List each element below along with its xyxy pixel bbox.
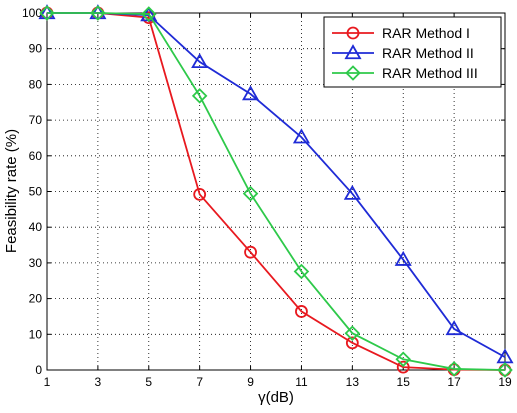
y-tick-label: 60 [29,149,43,163]
legend-entry: RAR Method III [332,65,478,81]
legend-label: RAR Method I [382,25,470,41]
data-point-triangle [191,53,209,69]
series-line [47,12,506,371]
data-point-diamond [141,6,157,22]
data-point-triangle [292,128,310,144]
legend-marker-circle [346,26,360,40]
legend-entry: RAR Method II [332,44,474,61]
data-point-diamond [395,351,411,368]
x-tick-label: 19 [498,375,512,389]
x-tick-label: 7 [196,375,203,389]
data-point-diamond [90,5,106,21]
data-point-diamond [293,263,310,280]
y-tick-label: 90 [29,42,43,56]
grid [47,13,505,370]
y-tick-label: 30 [29,256,43,270]
y-tick-label: 40 [29,220,43,234]
data-point-circle [345,336,359,350]
y-axis-label: Feasibility rate (%) [3,129,20,253]
data-point-diamond [39,5,55,21]
data-point-triangle [242,85,260,101]
series [38,4,514,378]
series-3 [39,5,513,378]
y-tick-label: 10 [29,327,43,341]
y-tick-label: 20 [29,292,43,306]
x-tick-label: 11 [295,375,308,389]
x-tick-label: 13 [346,375,360,389]
x-axis-ticks: 1 3 5 7 9 11 13 15 17 19 [44,13,512,389]
data-point-diamond [497,362,513,378]
y-tick-label: 80 [29,77,43,91]
x-tick-label: 5 [145,375,152,389]
legend-label: RAR Method II [382,45,474,61]
data-point-triangle [445,320,463,336]
data-point-diamond [191,88,208,104]
x-tick-label: 17 [447,375,461,389]
y-tick-label: 70 [29,113,43,127]
legend-entry: RAR Method I [332,25,470,41]
data-point-triangle [343,184,361,200]
legend: RAR Method I RAR Method II RAR Method III [323,16,502,88]
data-point-circle [396,360,410,374]
legend-marker-triangle [344,44,362,60]
legend-marker-diamond [345,65,361,81]
data-point-circle [193,187,207,201]
x-tick-label: 15 [397,375,411,389]
data-point-circle [244,245,257,259]
series-line [47,12,506,371]
x-tick-label: 1 [44,375,51,389]
x-axis-label: γ(dB) [258,389,294,406]
y-tick-label: 0 [35,363,42,377]
legend-label: RAR Method III [382,65,478,81]
x-tick-label: 3 [95,375,102,389]
y-axis-ticks: 0 10 20 30 40 50 60 70 80 90 100 [22,6,505,377]
data-point-triangle [394,250,412,266]
data-point-diamond [242,185,259,202]
data-point-diamond [446,361,462,377]
y-tick-label: 100 [22,6,42,20]
legend-box [323,16,502,88]
y-tick-label: 50 [29,185,43,199]
data-point-circle [295,305,308,318]
x-tick-label: 9 [247,375,254,389]
data-point-diamond [344,325,361,342]
